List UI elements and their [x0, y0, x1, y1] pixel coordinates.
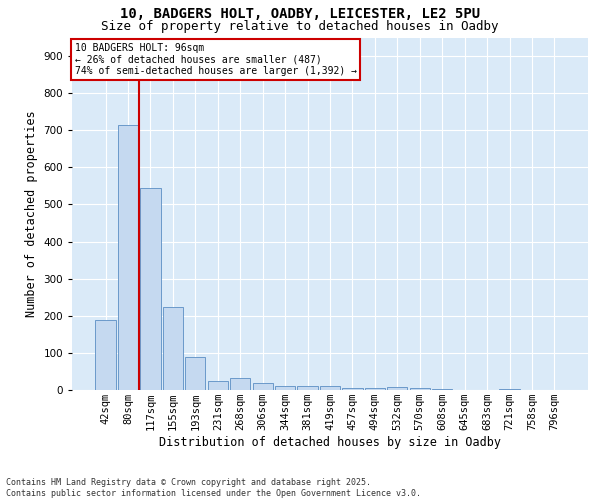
Bar [163, 306, 183, 390]
Text: 10, BADGERS HOLT, OADBY, LEICESTER, LE2 5PU: 10, BADGERS HOLT, OADBY, LEICESTER, LE2 … [120, 8, 480, 22]
Y-axis label: Number of detached properties: Number of detached properties [25, 110, 38, 317]
Bar [140, 188, 161, 390]
Bar [118, 124, 138, 390]
Bar [499, 389, 520, 390]
Bar [275, 386, 295, 390]
Text: Contains HM Land Registry data © Crown copyright and database right 2025.
Contai: Contains HM Land Registry data © Crown c… [6, 478, 421, 498]
Bar [298, 386, 317, 390]
Bar [343, 388, 362, 390]
Bar [185, 356, 205, 390]
Bar [365, 388, 385, 390]
Bar [95, 320, 116, 390]
Text: Size of property relative to detached houses in Oadby: Size of property relative to detached ho… [101, 20, 499, 33]
Bar [320, 386, 340, 390]
Bar [230, 378, 250, 390]
Bar [387, 387, 407, 390]
Bar [253, 384, 273, 390]
Bar [432, 389, 452, 390]
Bar [410, 388, 430, 390]
Text: 10 BADGERS HOLT: 96sqm
← 26% of detached houses are smaller (487)
74% of semi-de: 10 BADGERS HOLT: 96sqm ← 26% of detached… [74, 43, 356, 76]
X-axis label: Distribution of detached houses by size in Oadby: Distribution of detached houses by size … [159, 436, 501, 449]
Bar [208, 380, 228, 390]
